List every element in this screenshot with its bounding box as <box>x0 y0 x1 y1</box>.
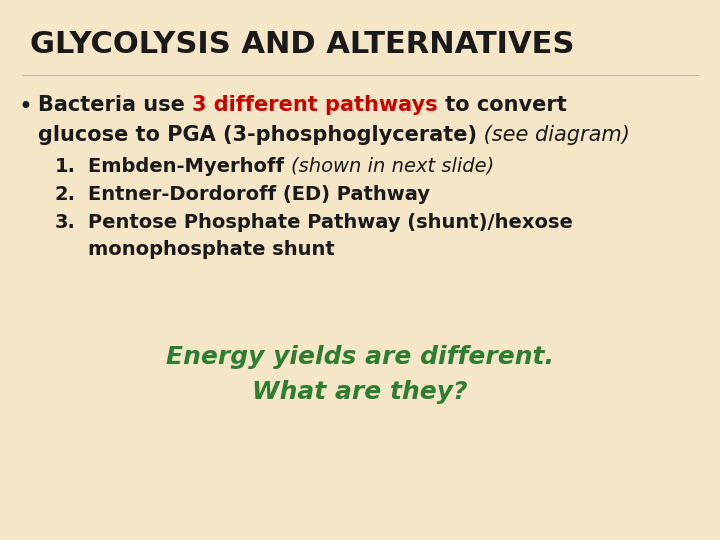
Text: 3.: 3. <box>55 213 76 232</box>
Text: GLYCOLYSIS AND ALTERNATIVES: GLYCOLYSIS AND ALTERNATIVES <box>30 30 575 59</box>
Text: 1.: 1. <box>55 157 76 176</box>
Text: •: • <box>18 95 32 119</box>
Text: (shown in next slide): (shown in next slide) <box>291 157 494 176</box>
Text: to convert: to convert <box>438 95 567 115</box>
Text: 3 different pathways: 3 different pathways <box>192 95 438 115</box>
Text: (see diagram): (see diagram) <box>477 125 630 145</box>
Text: What are they?: What are they? <box>252 380 468 404</box>
Text: Entner-Dordoroff (ED) Pathway: Entner-Dordoroff (ED) Pathway <box>88 185 430 204</box>
Text: Embden-Myerhoff: Embden-Myerhoff <box>88 157 291 176</box>
Text: monophosphate shunt: monophosphate shunt <box>88 240 335 259</box>
Text: glucose to PGA (3-phosphoglycerate): glucose to PGA (3-phosphoglycerate) <box>38 125 477 145</box>
Text: 2.: 2. <box>55 185 76 204</box>
Text: Bacteria use: Bacteria use <box>38 95 192 115</box>
Text: Pentose Phosphate Pathway (shunt)/hexose: Pentose Phosphate Pathway (shunt)/hexose <box>88 213 573 232</box>
Text: Energy yields are different.: Energy yields are different. <box>166 345 554 369</box>
